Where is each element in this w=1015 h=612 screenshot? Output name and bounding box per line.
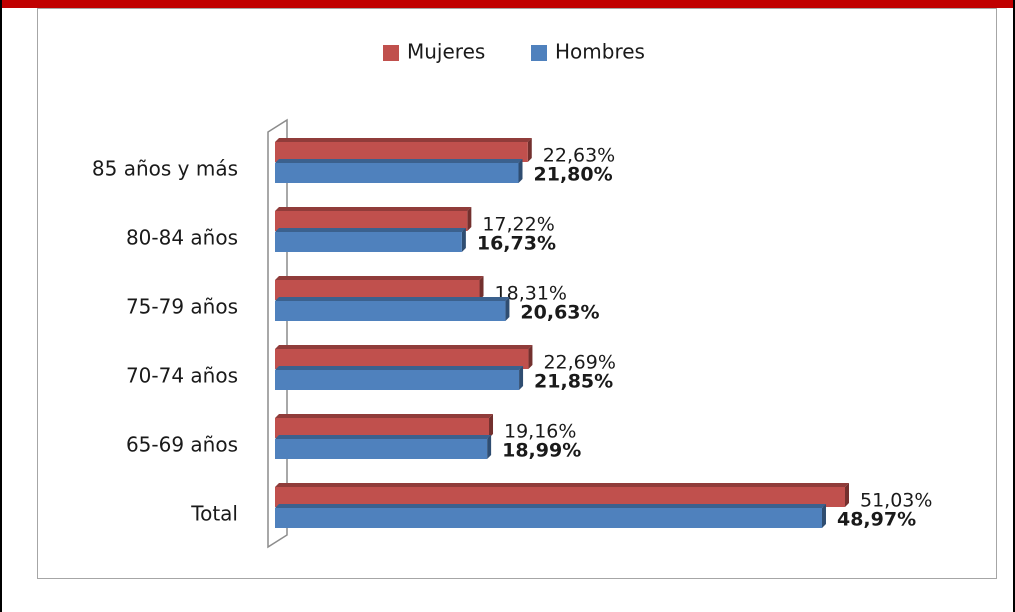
bar-side (518, 159, 523, 183)
bar (275, 370, 520, 390)
category-label: 65-69 años (126, 433, 238, 457)
bar (275, 142, 528, 162)
bar-side (461, 228, 466, 252)
category-label: Total (190, 502, 238, 526)
bar-side (519, 366, 524, 390)
value-label: 21,85% (534, 371, 613, 393)
category-label: 70-74 años (126, 364, 238, 388)
value-label: 18,99% (502, 440, 581, 462)
bar-top (275, 504, 826, 508)
bar-side (467, 207, 472, 231)
bar (275, 418, 490, 438)
bar (275, 232, 462, 252)
bar (275, 349, 529, 369)
bar (275, 508, 822, 528)
value-label: 20,63% (520, 302, 599, 324)
value-label: 16,73% (477, 233, 556, 255)
bar-top (275, 276, 484, 280)
legend-label: Mujeres (407, 40, 485, 64)
value-label: 22,69% (543, 352, 615, 374)
bar-top (275, 414, 494, 418)
category-label: 80-84 años (126, 226, 238, 250)
value-label: 21,80% (534, 164, 613, 186)
bar-top (275, 297, 510, 301)
legend-swatch (383, 45, 399, 61)
bar-side (821, 504, 826, 528)
value-label: 51,03% (860, 490, 932, 512)
top-bar (0, 0, 1015, 8)
bar-top (275, 366, 524, 370)
value-label: 17,22% (482, 214, 554, 236)
value-label: 48,97% (837, 509, 916, 531)
value-label: 22,63% (543, 145, 615, 167)
category-label: 75-79 años (126, 295, 238, 319)
bar (275, 487, 845, 507)
bar-top (275, 345, 533, 349)
bar (275, 211, 468, 231)
bar (275, 163, 519, 183)
bar-top (275, 159, 523, 163)
bar-side (528, 345, 533, 369)
bar-top (275, 207, 472, 211)
bar-top (275, 138, 532, 142)
value-label: 18,31% (495, 283, 567, 305)
legend-label: Hombres (555, 40, 645, 64)
bar-side (487, 435, 492, 459)
bar-top (275, 483, 849, 487)
bar (275, 301, 506, 321)
bar-top (275, 435, 492, 439)
axis-wall (267, 118, 288, 549)
bar-side (845, 483, 849, 507)
value-label: 19,16% (504, 421, 576, 443)
bar-side (527, 138, 532, 162)
legend-swatch (531, 45, 547, 61)
bar (275, 280, 480, 300)
bar (275, 439, 488, 459)
bar-side (479, 276, 484, 300)
category-label: 85 años y más (92, 157, 238, 181)
bar-side (505, 297, 510, 321)
bar-top (275, 228, 466, 232)
bar-side (489, 414, 494, 438)
